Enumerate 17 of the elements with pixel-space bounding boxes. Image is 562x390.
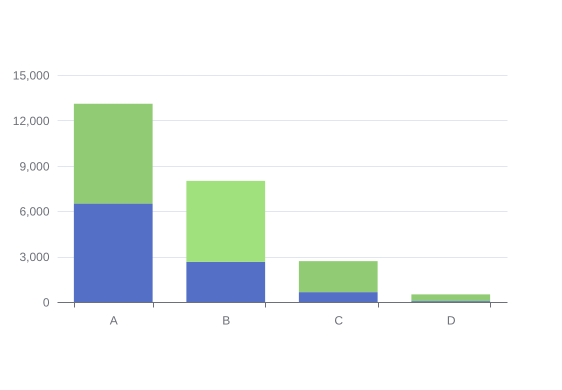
y-tick-label: 9,000 (19, 159, 50, 174)
bar (298, 261, 378, 292)
x-tick-label: C (334, 314, 344, 328)
bar (186, 180, 266, 262)
x-tick-label: A (110, 314, 118, 328)
y-tick-label: 12,000 (12, 114, 50, 128)
bar (298, 292, 378, 302)
y-tick-label: 0 (42, 296, 50, 310)
y-tick-label: 3,000 (19, 250, 50, 264)
x-tick-label: B (222, 314, 230, 328)
y-tick-label: 6,000 (19, 204, 50, 219)
x-tick-label: D (446, 314, 456, 328)
y-tick-label: 15,000 (12, 68, 50, 82)
bar (411, 294, 490, 302)
bar (186, 262, 266, 302)
bar (74, 104, 153, 204)
bar (74, 204, 153, 302)
